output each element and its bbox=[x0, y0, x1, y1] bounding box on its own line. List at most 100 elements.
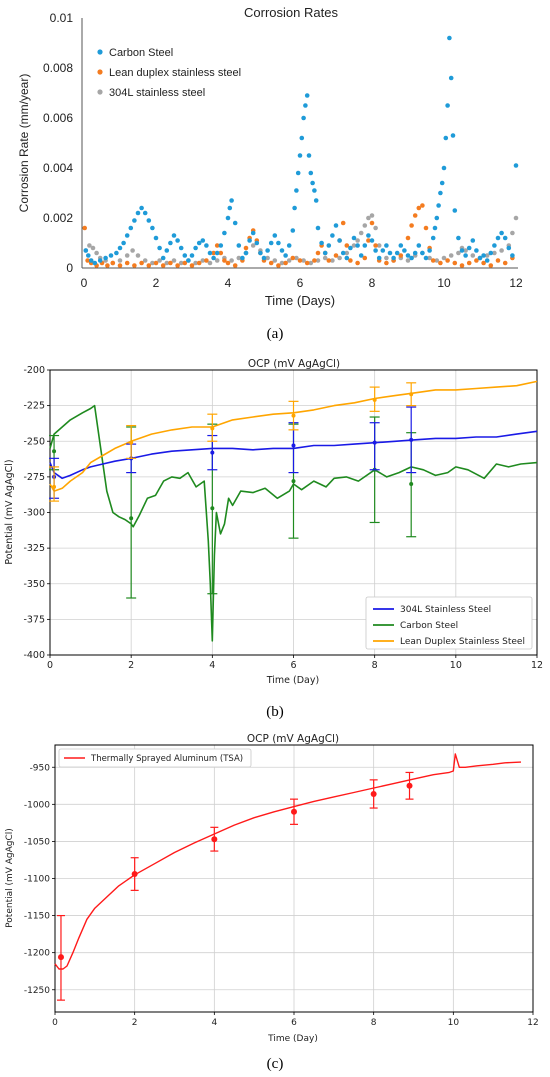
data-point bbox=[200, 238, 206, 243]
data-point bbox=[434, 215, 440, 221]
data-point bbox=[326, 258, 332, 263]
data-point bbox=[207, 260, 213, 266]
data-point bbox=[250, 243, 256, 248]
y-tick-label: -1150 bbox=[24, 912, 50, 922]
x-tick-label: 6 bbox=[291, 1018, 297, 1028]
data-point bbox=[227, 205, 233, 211]
data-point bbox=[448, 253, 454, 258]
y-tick-label: -200 bbox=[23, 365, 45, 376]
x-tick-label: 12 bbox=[531, 660, 543, 671]
legend-box bbox=[365, 596, 533, 650]
data-point bbox=[466, 260, 472, 266]
data-point bbox=[290, 255, 296, 261]
mean-marker bbox=[210, 450, 215, 455]
data-point bbox=[117, 245, 123, 251]
data-point bbox=[121, 240, 126, 246]
data-point bbox=[405, 258, 411, 263]
data-point bbox=[286, 243, 292, 248]
legend-marker bbox=[97, 49, 103, 55]
x-tick-label: 2 bbox=[132, 1018, 138, 1028]
panel-a-ylabel: Corrosion Rate (mm/year) bbox=[17, 74, 31, 213]
data-point bbox=[333, 253, 339, 258]
data-point bbox=[513, 215, 519, 221]
data-point bbox=[229, 198, 234, 203]
data-point bbox=[182, 253, 188, 258]
mean-marker bbox=[210, 426, 215, 431]
data-point bbox=[355, 243, 360, 248]
data-point bbox=[456, 235, 461, 241]
data-point bbox=[340, 250, 346, 256]
x-tick-label: 10 bbox=[450, 660, 462, 671]
mean-marker bbox=[370, 790, 377, 797]
data-point bbox=[405, 253, 411, 258]
data-point bbox=[207, 250, 213, 256]
data-point bbox=[463, 248, 468, 253]
x-tick-label: 4 bbox=[211, 1018, 217, 1028]
data-point bbox=[466, 245, 472, 251]
data-point bbox=[355, 260, 360, 266]
data-point bbox=[452, 208, 458, 213]
x-tick-label: 2 bbox=[153, 276, 160, 290]
legend-label: 304L Stainless Steel bbox=[400, 605, 491, 615]
data-point bbox=[243, 245, 249, 251]
data-point bbox=[348, 258, 353, 263]
panel-b-ylabel: Potential (mV AgAgCl) bbox=[4, 459, 15, 564]
data-point bbox=[193, 245, 198, 251]
x-tick-label: 6 bbox=[297, 276, 304, 290]
panel-c-xlabel: Time (Day) bbox=[267, 1034, 318, 1044]
data-point bbox=[268, 240, 274, 246]
mean-marker bbox=[291, 443, 296, 448]
data-point bbox=[376, 255, 382, 261]
data-point bbox=[409, 255, 414, 261]
data-point bbox=[322, 255, 328, 261]
data-point bbox=[254, 240, 260, 246]
data-point bbox=[171, 258, 177, 263]
y-tick-label: 0 bbox=[66, 261, 73, 275]
data-point bbox=[214, 243, 220, 248]
data-point bbox=[474, 248, 479, 253]
panel-b-title: OCP (mV AgAgCl) bbox=[248, 358, 340, 370]
y-tick-label: -300 bbox=[23, 508, 45, 519]
data-point bbox=[384, 260, 389, 266]
data-point bbox=[272, 233, 278, 238]
data-point bbox=[301, 115, 306, 121]
data-point bbox=[294, 255, 299, 261]
data-point bbox=[103, 255, 108, 261]
data-point bbox=[506, 245, 512, 251]
data-point bbox=[492, 250, 497, 256]
data-point bbox=[420, 203, 425, 208]
data-point bbox=[211, 255, 216, 261]
data-point bbox=[236, 243, 242, 248]
x-tick-label: 12 bbox=[509, 276, 523, 290]
data-point bbox=[135, 253, 141, 258]
data-point bbox=[312, 258, 317, 263]
data-point bbox=[510, 230, 515, 236]
data-point bbox=[97, 258, 103, 263]
data-point bbox=[441, 255, 447, 261]
data-point bbox=[303, 103, 308, 108]
data-point bbox=[502, 260, 508, 266]
mean-marker bbox=[291, 808, 297, 815]
data-point bbox=[153, 260, 159, 266]
data-point bbox=[240, 255, 245, 261]
data-point bbox=[186, 258, 191, 263]
data-point bbox=[283, 253, 288, 258]
data-point bbox=[146, 263, 152, 268]
data-point bbox=[488, 263, 494, 268]
x-tick-label: 0 bbox=[81, 276, 88, 290]
data-point bbox=[456, 250, 461, 256]
data-point bbox=[492, 243, 497, 248]
data-point bbox=[117, 258, 123, 263]
data-point bbox=[308, 170, 314, 176]
data-point bbox=[94, 250, 99, 256]
panel-a-xlabel: Time (Days) bbox=[265, 293, 335, 308]
data-point bbox=[218, 250, 224, 256]
data-point bbox=[430, 235, 436, 241]
data-point bbox=[178, 260, 184, 266]
data-point bbox=[265, 248, 270, 253]
mean-marker bbox=[129, 516, 134, 521]
data-point bbox=[384, 243, 389, 248]
data-point bbox=[445, 258, 450, 263]
panel-c-label: (c) bbox=[267, 1056, 284, 1072]
data-point bbox=[218, 243, 224, 248]
